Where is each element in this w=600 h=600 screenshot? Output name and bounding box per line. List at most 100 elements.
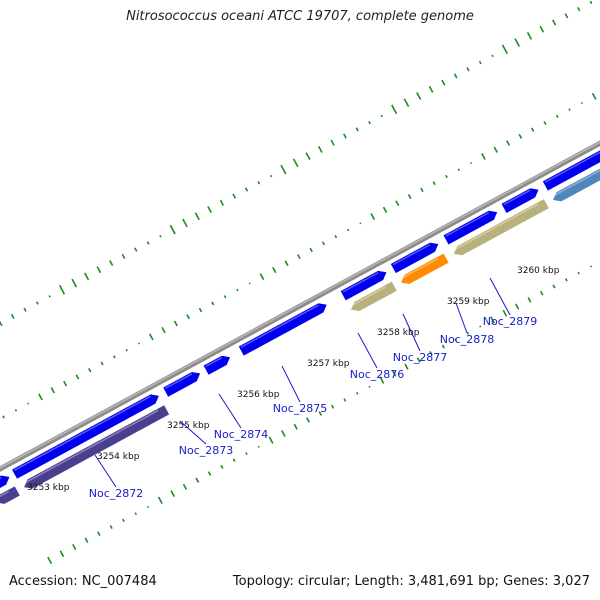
gene-label: Noc_2877 bbox=[393, 351, 448, 364]
gc-tick bbox=[457, 168, 461, 172]
gc-tick bbox=[346, 228, 350, 232]
gc-tick bbox=[245, 452, 248, 455]
gc-tick bbox=[501, 44, 508, 54]
gc-tick bbox=[84, 537, 89, 544]
gc-tick bbox=[211, 301, 215, 306]
gc-tick bbox=[407, 193, 412, 200]
gc-tick bbox=[379, 376, 385, 384]
gc-tick bbox=[527, 297, 532, 303]
gc-tick bbox=[259, 273, 265, 281]
scale-label: 3253 kbp bbox=[27, 483, 70, 493]
gc-tick bbox=[382, 206, 388, 214]
gene-label: Noc_2876 bbox=[350, 368, 405, 381]
gc-tick bbox=[404, 363, 409, 370]
gc-tick bbox=[159, 235, 162, 238]
genome-backbone bbox=[0, 140, 600, 472]
reverse-cds-2-sheen bbox=[23, 409, 159, 485]
gc-tick bbox=[441, 344, 445, 349]
gc-tick bbox=[577, 271, 580, 275]
gene-label: Noc_2875 bbox=[273, 402, 328, 415]
gc-tick bbox=[491, 54, 494, 58]
gc-tick bbox=[2, 415, 5, 419]
gc-tick bbox=[58, 284, 66, 295]
forward-cds-3 bbox=[162, 371, 202, 398]
scale-label: 3258 kbp bbox=[377, 328, 420, 338]
gc-tick bbox=[134, 247, 138, 252]
reverse-cds-5 bbox=[452, 198, 550, 256]
gc-tick bbox=[551, 19, 557, 26]
gc-tick bbox=[170, 490, 175, 497]
gc-tick bbox=[391, 104, 398, 115]
gc-tick bbox=[280, 164, 287, 175]
gene-label-leader bbox=[402, 313, 421, 352]
gene-labels: Noc_2872 Noc_2873 Noc_2874 Noc_2875 Noc_2876… bbox=[89, 277, 537, 500]
gc-tick bbox=[146, 505, 150, 508]
gc-tick bbox=[589, 265, 593, 268]
forward-cds-1 bbox=[0, 474, 11, 489]
gc-tick bbox=[292, 158, 299, 168]
gc-tick bbox=[207, 471, 212, 476]
gc-tick bbox=[403, 98, 410, 107]
gc-tick bbox=[38, 393, 43, 401]
gc-tick bbox=[219, 199, 225, 206]
forward-cds-5-sheen bbox=[240, 304, 319, 348]
reverse-cds-5-sheen bbox=[453, 203, 539, 251]
gene-label-leader bbox=[179, 420, 207, 445]
gene-label: Noc_2878 bbox=[440, 333, 495, 346]
gc-tick bbox=[281, 430, 286, 437]
forward-cds-7 bbox=[390, 242, 440, 274]
gc-tick bbox=[309, 247, 313, 253]
forward-cds-5 bbox=[237, 302, 328, 357]
gc-tick bbox=[97, 531, 101, 537]
gc-tick bbox=[169, 224, 176, 235]
gc-tick bbox=[23, 307, 27, 312]
forward-cds-2 bbox=[11, 393, 160, 480]
gc-tick bbox=[416, 92, 422, 100]
forward-cds-9-sheen bbox=[503, 189, 531, 206]
gc-tick bbox=[518, 133, 523, 139]
gc-tick bbox=[321, 241, 326, 246]
reverse-cds-1 bbox=[0, 485, 21, 505]
gc-tick bbox=[343, 398, 347, 402]
gc-tick bbox=[63, 380, 68, 387]
genome-summary-text: Topology: circular; Length: 3,481,691 bp… bbox=[232, 574, 590, 589]
reverse-cds-2 bbox=[23, 404, 170, 490]
gc-tick bbox=[71, 278, 78, 288]
scale-label: 3259 kbp bbox=[447, 297, 490, 307]
map-title: Nitrosococcus oceani ATCC 19707, complet… bbox=[126, 9, 474, 24]
reverse-cds-3-sheen bbox=[350, 286, 387, 307]
gc-tick bbox=[539, 290, 544, 296]
scale-labels: 3253 kbp 3254 kbp 3255 kbp 3256 kbp 3257 kbp… bbox=[27, 266, 560, 493]
gc-tick bbox=[466, 67, 470, 72]
gc-tick bbox=[359, 222, 362, 225]
gc-tick bbox=[109, 524, 113, 530]
gc-tick bbox=[370, 213, 376, 221]
gc-tick bbox=[173, 320, 178, 327]
gc-tick bbox=[35, 301, 39, 305]
gc-tick bbox=[125, 348, 128, 352]
gc-tick bbox=[555, 114, 559, 118]
backbone-highlight bbox=[0, 141, 600, 469]
gc-tick bbox=[330, 139, 335, 146]
gc-tick bbox=[478, 60, 482, 65]
gc-tick bbox=[198, 307, 203, 313]
gc-tick bbox=[232, 193, 237, 199]
gc-tick bbox=[580, 102, 583, 104]
forward-cds-4 bbox=[202, 355, 231, 376]
gc-tick bbox=[109, 259, 114, 267]
gc-tick bbox=[454, 338, 458, 342]
forward-cds-6 bbox=[339, 270, 388, 302]
gc-tick bbox=[490, 316, 496, 324]
gene-label-leader bbox=[218, 393, 242, 429]
forward-cds-10-sheen bbox=[544, 151, 600, 183]
gc-tick bbox=[207, 206, 212, 214]
gc-tick bbox=[194, 212, 200, 221]
gc-tick bbox=[248, 282, 251, 285]
forward-cds-9 bbox=[500, 187, 540, 214]
gc-tick bbox=[146, 241, 150, 245]
gc-tick bbox=[429, 350, 433, 356]
gene-label-leader bbox=[94, 454, 117, 488]
gc-tick bbox=[506, 140, 511, 146]
gene-label: Noc_2873 bbox=[179, 444, 234, 457]
